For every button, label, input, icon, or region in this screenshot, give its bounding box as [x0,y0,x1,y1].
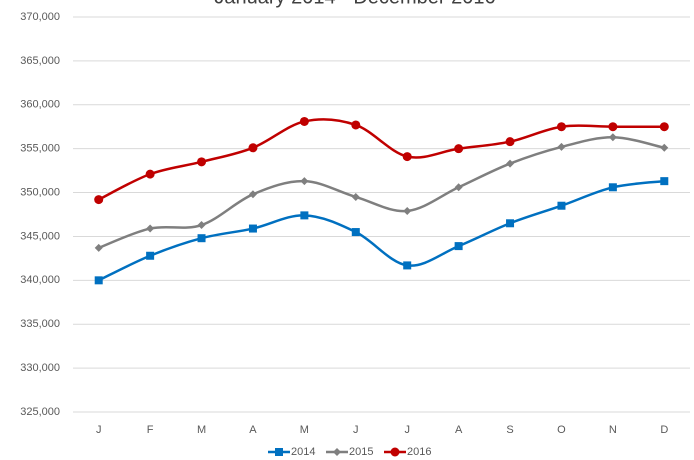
chart-title: January 2014 - December 2016 [214,0,495,8]
x-tick-label: A [455,424,463,436]
data-point [248,224,257,233]
y-tick-label: 355,000 [20,143,60,155]
x-tick-label: M [197,424,206,436]
x-tick-label: A [249,424,257,436]
x-tick-label: J [404,424,410,436]
y-tick-label: 330,000 [20,362,60,374]
y-tick-label: 360,000 [20,99,60,111]
data-point [506,159,515,168]
data-point [351,192,360,201]
y-tick-label: 365,000 [20,55,60,67]
x-tick-label: J [353,424,359,436]
series-line [98,179,665,282]
x-tick-label: M [300,424,309,436]
data-point [454,144,464,154]
data-point [556,122,566,132]
data-point [403,206,412,215]
legend-label: 2015 [349,446,373,458]
x-tick-label: N [609,424,617,436]
y-tick-label: 325,000 [20,406,60,418]
data-point [197,157,207,167]
data-point [608,183,617,192]
series-line [98,118,665,201]
data-point [557,201,566,210]
data-point [454,242,463,251]
data-point [506,219,515,228]
data-point [402,152,412,162]
data-point [145,169,155,179]
legend-label: 2016 [407,446,431,458]
data-point [197,234,206,243]
y-tick-label: 370,000 [20,11,60,23]
data-point [505,137,515,147]
data-point [351,120,361,130]
data-point [659,122,669,132]
data-point [197,221,206,230]
y-tick-label: 350,000 [20,186,60,198]
data-point [660,177,669,186]
data-point [94,195,104,205]
legend-marker [390,447,400,457]
legend-marker [333,448,341,456]
x-tick-label: F [147,424,154,436]
data-point [300,177,309,186]
x-tick-label: D [660,424,668,436]
data-point [557,142,566,151]
data-point [300,211,309,220]
data-point [660,143,669,152]
data-point [608,133,617,142]
series-line [98,136,665,250]
legend-label: 2014 [291,446,315,458]
data-point [248,190,257,199]
x-tick-label: S [506,424,513,436]
y-tick-label: 340,000 [20,274,60,286]
legend-marker [275,448,283,456]
data-point [454,183,463,192]
data-point [146,224,155,233]
data-point [351,228,360,237]
x-tick-label: O [557,424,566,436]
y-tick-label: 335,000 [20,318,60,330]
data-point [94,243,103,252]
y-tick-label: 345,000 [20,230,60,242]
data-point [403,261,412,270]
data-point [94,276,103,285]
x-tick-label: J [96,424,102,436]
data-point [146,251,155,260]
data-point [299,116,309,126]
data-point [248,143,258,153]
data-point [608,122,618,132]
